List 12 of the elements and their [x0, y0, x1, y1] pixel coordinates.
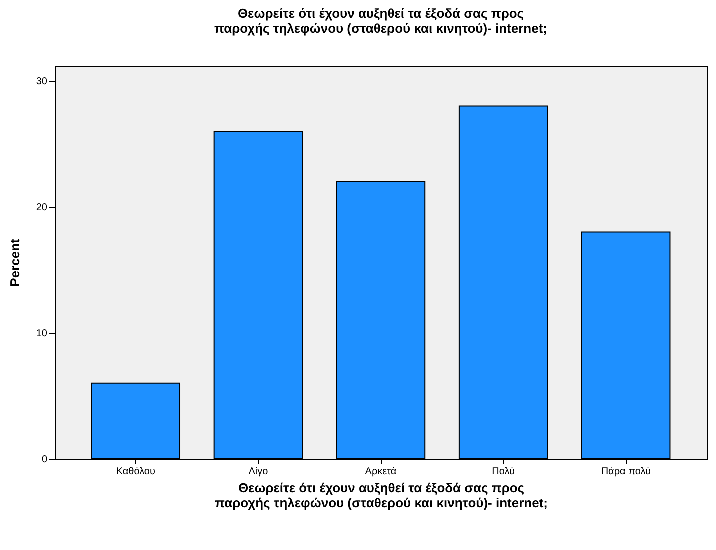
y-tick-label: 30: [36, 76, 48, 88]
x-tick-label: Πάρα πολύ: [601, 466, 651, 478]
y-tick-label: 20: [36, 202, 48, 214]
y-tick-label: 10: [36, 328, 48, 340]
y-tick-label: 0: [42, 454, 48, 466]
x-axis-title: Θεωρείτε ότι έχουν αυξηθεί τα έξοδά σας προς παροχής τηλεφώνου (σταθερού και κινητού)- internet;: [215, 480, 548, 510]
x-tick-label: Λίγο: [248, 466, 269, 478]
x-tick-label: Καθόλου: [116, 466, 156, 478]
y-axis-title: Percent: [7, 238, 22, 287]
x-tick-label: Αρκετά: [365, 466, 397, 478]
chart-title: Θεωρείτε ότι έχουν αυξηθεί τα έξοδά σας προς παροχής τηλεφώνου (σταθερού και κινητού)- internet;: [214, 6, 548, 36]
x-tick-label: Πολύ: [492, 466, 515, 478]
